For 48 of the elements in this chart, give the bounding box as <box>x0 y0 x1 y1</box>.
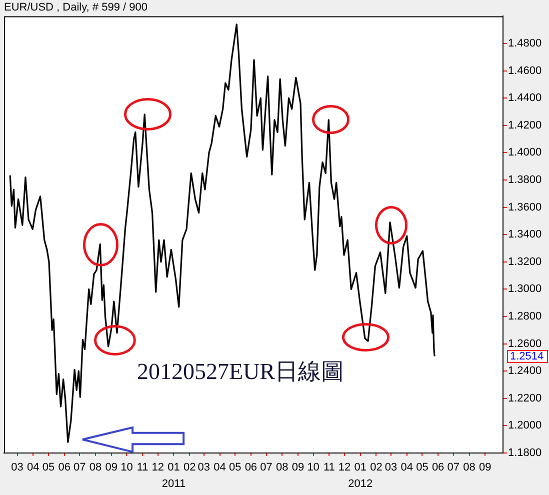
y-tick-label: 1.3600 <box>508 201 542 214</box>
text: 1.2514 <box>510 350 544 363</box>
x-tick-label: 05 <box>228 461 242 474</box>
x-tick-label: 09 <box>478 461 492 474</box>
x-tick-label: 07 <box>74 461 86 474</box>
x-tick-label: 10 <box>307 461 320 474</box>
x-tick-label: 04 <box>27 461 40 474</box>
x-tick-label: 11 <box>136 461 148 474</box>
x-tick-label: 12 <box>338 461 351 474</box>
x-tick-label: 04 <box>214 461 226 474</box>
y-tick-label: 1.2800 <box>508 310 542 323</box>
x-tick-label: 09 <box>105 461 118 474</box>
x-tick-label: 07 <box>447 461 460 474</box>
y-tick-label: 1.4600 <box>508 64 542 77</box>
x-tick-label: 05 <box>416 461 428 474</box>
x-tick-label: 03 <box>198 461 210 474</box>
y-tick-label: 1.3000 <box>508 283 542 296</box>
chart-title: EUR/USD , Daily, # 599 / 900 <box>4 2 148 14</box>
y-tick-label: 1.2200 <box>508 392 542 404</box>
y-tick-label: 1.4200 <box>508 119 542 132</box>
y-tick-label: 1.3400 <box>508 228 542 241</box>
y-tick-label: 1.4000 <box>508 146 542 159</box>
x-tick-label: 11 <box>323 461 335 474</box>
x-tick-label: 10 <box>120 461 133 474</box>
x-tick-label: 07 <box>260 461 272 474</box>
y-tick-label: 1.2000 <box>508 420 542 432</box>
y-tick-label: 1.2600 <box>508 338 542 350</box>
y-tick-label: 1.4400 <box>508 92 542 104</box>
x-tick-label: 06 <box>432 461 444 474</box>
y-tick-label: 1.4800 <box>508 38 542 50</box>
x-tick-label: 08 <box>276 461 288 474</box>
annotation: 20120527EUR日線圖 <box>137 359 344 384</box>
x-tick-label: 04 <box>400 461 414 474</box>
y-tick-label: 1.3800 <box>508 174 542 186</box>
x-tick-label: 08 <box>463 461 476 474</box>
y-tick-label: 1.3200 <box>508 256 542 268</box>
x-tick-label: 06 <box>58 461 70 474</box>
x-tick-label: 02 <box>183 461 196 474</box>
x-tick-label: 06 <box>244 461 258 474</box>
x-tick-label: 05 <box>42 461 55 474</box>
x-tick-label: 03 <box>384 461 398 474</box>
x-tick-label: 03 <box>11 461 24 474</box>
x-tick-label: 12 <box>152 461 164 474</box>
y-tick-label: 1.1800 <box>508 447 542 460</box>
x-tick-label: 08 <box>89 461 102 474</box>
y-tick-label: 1.2400 <box>508 365 542 378</box>
x-tick-label: 02 <box>370 461 382 474</box>
x-tick-label: 09 <box>292 461 304 474</box>
